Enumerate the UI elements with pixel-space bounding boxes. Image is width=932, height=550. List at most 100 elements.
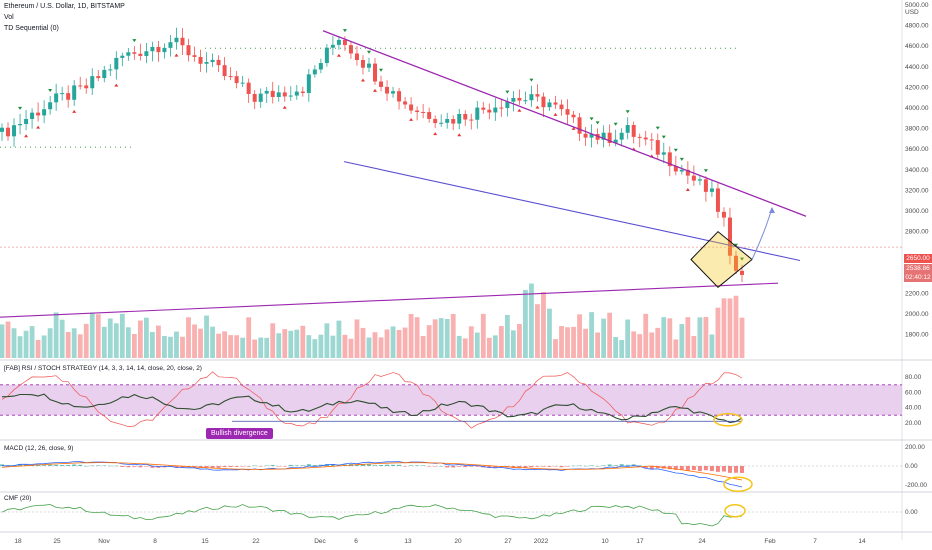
candle-body [517, 97, 522, 101]
macd-histogram-bar [559, 466, 564, 468]
volume-bar [438, 318, 444, 358]
cmf-highlight-circle [724, 504, 746, 518]
volume-bar [264, 337, 270, 358]
volume-bar [631, 331, 637, 358]
rsi-tick-label: 40.00 [905, 405, 922, 412]
macd-histogram-bar [415, 465, 420, 466]
candle-body [523, 100, 528, 102]
macd-histogram-bar [288, 464, 293, 466]
time-axis-label: 24 [698, 538, 706, 545]
macd-histogram-bar [487, 466, 492, 468]
volume-bar [0, 324, 5, 358]
candle-body [727, 217, 732, 256]
rsi-pane-label[interactable]: [FAB] RSI / STOCH STRATEGY (14, 3, 3, 14… [4, 365, 202, 372]
candle-body [198, 56, 203, 64]
macd-histogram-bar [204, 466, 209, 468]
volume-bar [107, 318, 113, 358]
macd-histogram-bar [174, 466, 179, 468]
volume-bar [53, 312, 59, 358]
macd-histogram-bar [667, 466, 672, 470]
rsi-band [0, 384, 902, 416]
volume-bar [294, 329, 300, 358]
volume-bar [510, 330, 516, 358]
volume-bar [715, 307, 721, 358]
candle-body [252, 93, 257, 102]
volume-bar [300, 325, 306, 358]
volume-bar [432, 319, 438, 358]
volume-bar [547, 308, 552, 358]
candle-body [12, 125, 17, 137]
volume-bar [727, 298, 733, 358]
td-buy-marker [24, 134, 29, 138]
volume-indicator-label[interactable]: Vol [4, 14, 14, 21]
td-buy-marker [517, 108, 522, 112]
macd-histogram-bar [631, 464, 636, 466]
rsi-line [1, 393, 743, 424]
candle-body [36, 112, 41, 116]
volume-bar [523, 289, 528, 358]
alert-price-tag: 2650.00 [904, 254, 932, 263]
price-tick-label: 4600.00 [905, 43, 929, 50]
candle-body [433, 118, 438, 124]
volume-bar [661, 317, 667, 358]
macd-tick-label: 200.00 [905, 444, 925, 451]
macd-histogram-bar [354, 465, 359, 466]
td-buy-marker [72, 109, 77, 113]
macd-histogram-bar [60, 465, 65, 466]
volume-bar [691, 335, 697, 358]
candle-body [222, 65, 227, 77]
volume-bar [336, 320, 342, 358]
volume-bar [29, 326, 35, 358]
macd-histogram-bar [445, 466, 450, 468]
macd-pane-label[interactable]: MACD (12, 26, close, 9) [4, 445, 74, 452]
candle-body [373, 63, 378, 82]
macd-histogram-bar [469, 466, 474, 467]
symbol-title[interactable]: Ethereum / U.S. Dollar, 1D, BITSTAMP [4, 3, 125, 10]
consolidation-diamond[interactable] [690, 230, 753, 288]
macd-histogram-bar [601, 465, 606, 466]
volume-bar [137, 320, 143, 358]
macd-histogram-bar [6, 465, 11, 466]
volume-bar [498, 326, 504, 358]
td-sequential-label[interactable]: TD Sequential (0) [4, 25, 59, 32]
macd-histogram-bar [577, 465, 582, 467]
ascending-support-line [0, 282, 779, 318]
macd-histogram-bar [547, 466, 552, 467]
candle-body [216, 59, 221, 66]
time-axis-label: Nov [98, 538, 110, 545]
td-buy-marker [114, 83, 119, 87]
rsi-tick-label: 20.00 [905, 420, 922, 427]
macd-histogram-bar [108, 465, 113, 467]
candle-body [144, 51, 149, 56]
volume-bar [342, 334, 348, 358]
td-buy-marker [553, 112, 558, 116]
td-sell-marker [529, 78, 534, 82]
macd-histogram-bar [463, 466, 468, 468]
price-tick-label: 3400.00 [905, 167, 929, 174]
macd-histogram-bar [529, 466, 534, 468]
macd-histogram-bar [379, 464, 384, 466]
td-buy-marker [174, 53, 179, 57]
volume-bar [655, 327, 661, 358]
candle-body [703, 179, 708, 192]
macd-histogram-bar [391, 464, 396, 466]
macd-histogram-bar [126, 466, 131, 468]
cmf-pane-label[interactable]: CMF (20) [4, 495, 32, 502]
candle-body [42, 109, 47, 116]
volume-bar [204, 315, 209, 358]
macd-histogram-bar [643, 466, 648, 468]
macd-histogram-bar [637, 465, 642, 466]
volume-bar [396, 329, 402, 358]
td-sell-marker [673, 148, 678, 152]
macd-histogram-bar [150, 466, 155, 468]
macd-histogram-bar [715, 466, 720, 472]
td-sell-marker [505, 90, 510, 94]
volume-bar [402, 327, 408, 358]
price-tick-label: 3000.00 [905, 208, 929, 215]
candle-body [174, 37, 179, 43]
macd-histogram-bar [607, 464, 612, 466]
price-tick-label: 3600.00 [905, 146, 929, 153]
macd-histogram-bar [240, 466, 245, 467]
